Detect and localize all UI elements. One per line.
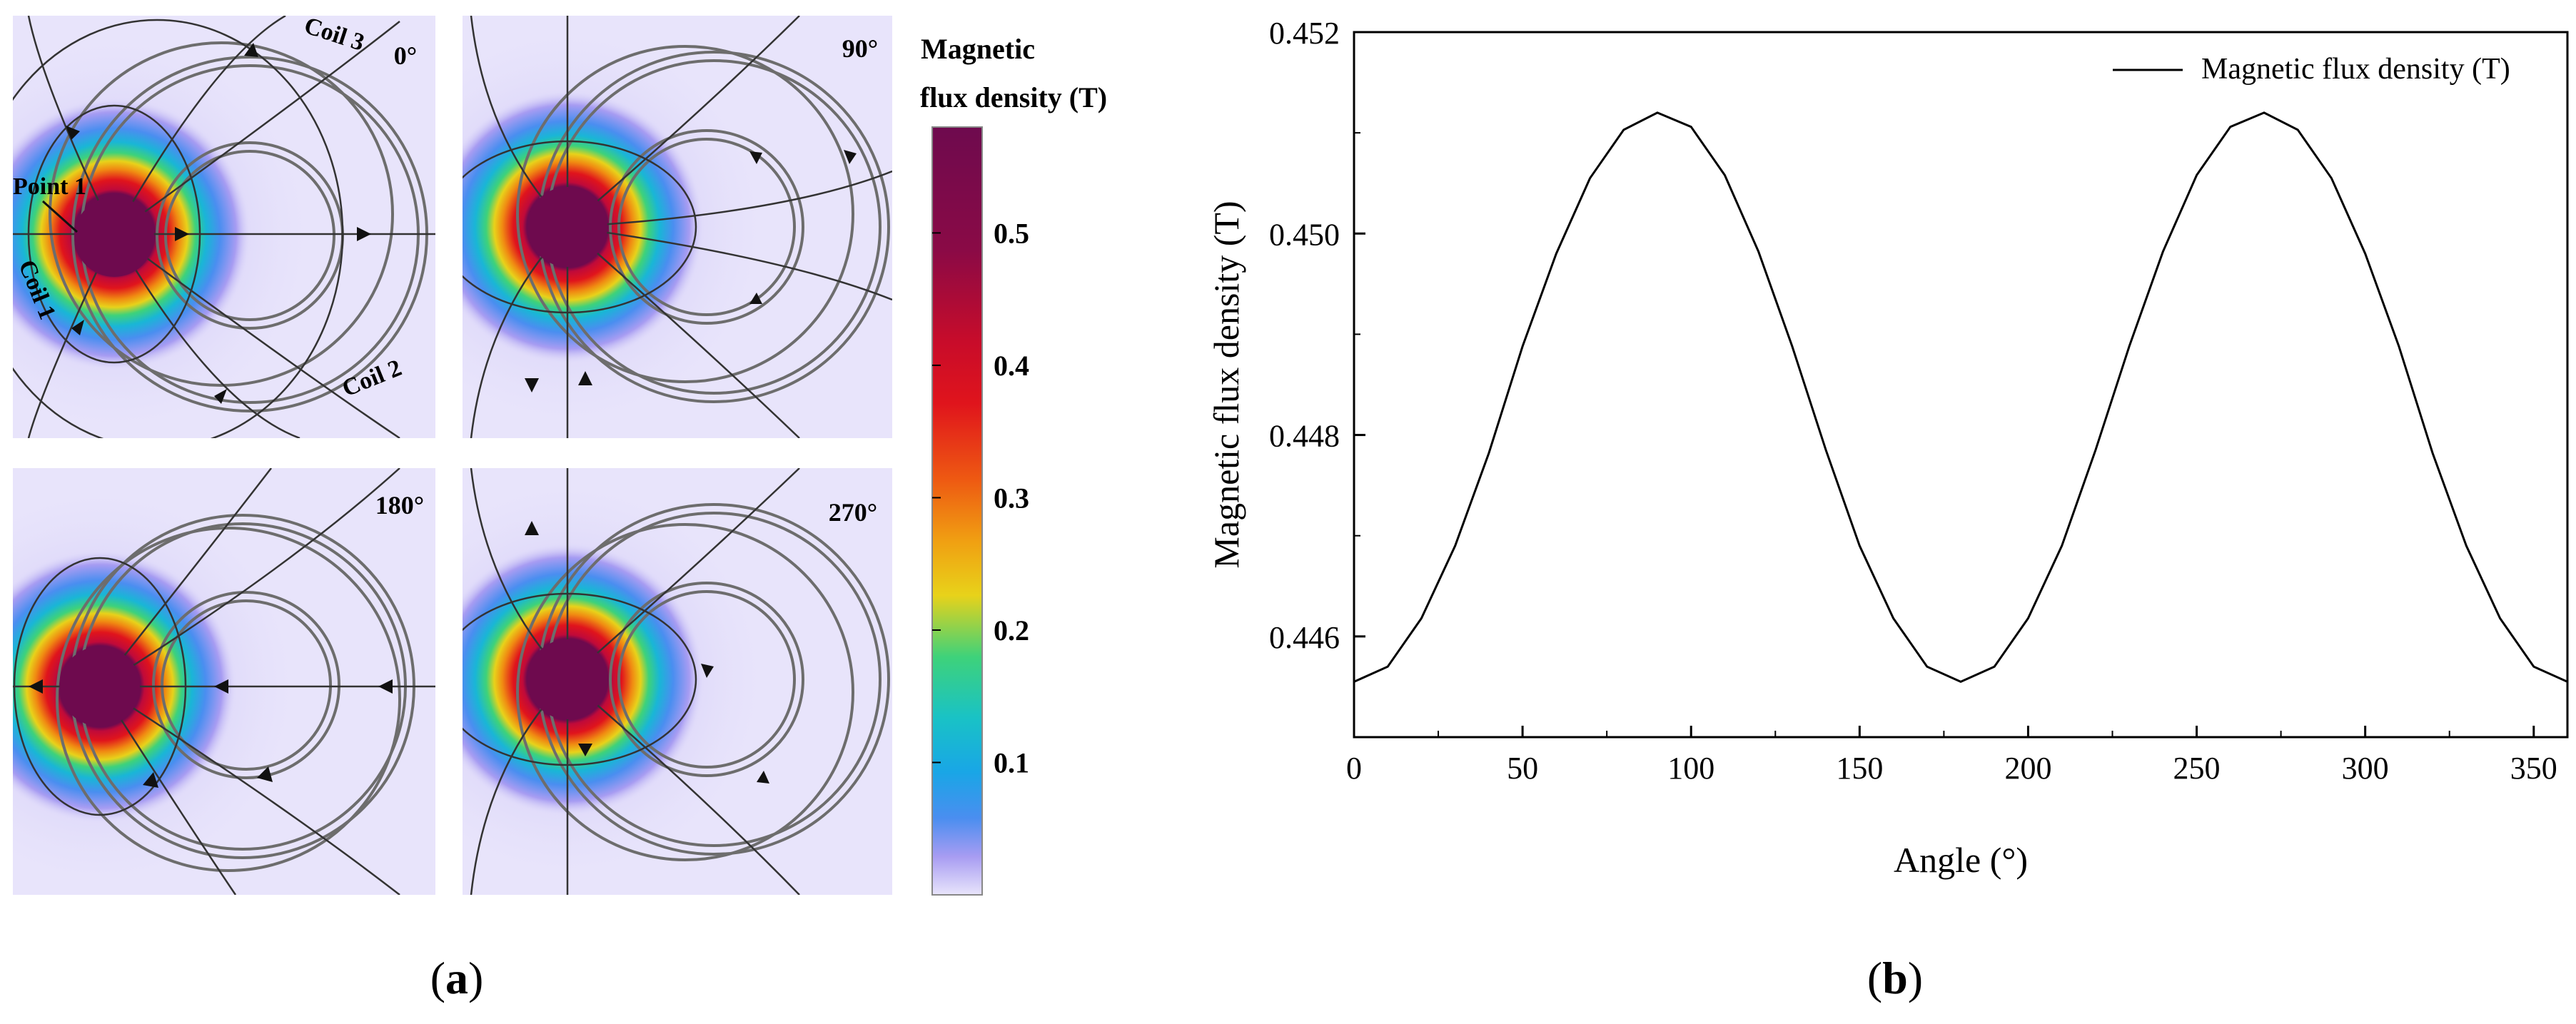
panel-b: 0 50 100 150 200 250 300 350 0.4460.4480.4500.4… bbox=[1206, 16, 2569, 1003]
colorbar-title-line2: flux density (T) bbox=[920, 81, 1107, 113]
x-axis: 0 50 100 150 200 250 300 350 bbox=[1346, 726, 2557, 786]
x-tick-label: 0 bbox=[1346, 751, 1362, 786]
x-tick-label: 250 bbox=[2173, 751, 2221, 786]
view-angle-label: 180° bbox=[375, 491, 424, 519]
colorbar: Magnetic flux density (T) 0.50.40.30.20.… bbox=[920, 33, 1107, 896]
view-angle-label: 90° bbox=[842, 34, 878, 63]
x-tick-label: 50 bbox=[1507, 751, 1538, 786]
y-tick-label: 0.448 bbox=[1269, 419, 1340, 454]
colorbar-tick-label: 0.5 bbox=[994, 217, 1029, 249]
x-tick-label: 100 bbox=[1667, 751, 1714, 786]
x-tick-label: 350 bbox=[2510, 751, 2557, 786]
colorbar-tick-label: 0.4 bbox=[994, 350, 1029, 382]
legend-entry: Magnetic flux density (T) bbox=[2201, 53, 2510, 86]
panel-b-label: (b) bbox=[1867, 953, 1923, 1003]
colorbar-title-line1: Magnetic bbox=[921, 33, 1035, 65]
y-tick-label: 0.450 bbox=[1269, 217, 1340, 252]
y-axis-title: Magnetic flux density (T) bbox=[1206, 201, 1246, 568]
field-view-270deg: 270° bbox=[463, 468, 892, 895]
x-tick-label: 300 bbox=[2342, 751, 2389, 786]
y-tick-label: 0.446 bbox=[1269, 620, 1340, 655]
line-chart: 0 50 100 150 200 250 300 350 0.4460.4480.4500.4… bbox=[1206, 16, 2569, 880]
colorbar-gradient bbox=[931, 126, 983, 896]
point-1-label: Point 1 bbox=[13, 173, 86, 200]
field-view-90deg: 90° bbox=[463, 16, 892, 438]
field-arrows bbox=[66, 43, 371, 404]
magnet-core bbox=[74, 197, 154, 277]
view-angle-label: 0° bbox=[394, 41, 417, 70]
series-line-magnetic-flux-density bbox=[1354, 111, 2567, 684]
x-tick-label: 200 bbox=[2004, 751, 2051, 786]
legend: Magnetic flux density (T) bbox=[2113, 53, 2510, 86]
point-1-pointer bbox=[41, 200, 79, 233]
plot-frame bbox=[1353, 31, 2569, 739]
view-angle-label: 270° bbox=[829, 498, 877, 527]
field-view-0deg: 0° Coil 3 Coil 2 Coil 1 Point 1 bbox=[13, 12, 435, 438]
y-axis: 0.446 0.448 0.450 0.452 bbox=[1269, 16, 1365, 738]
colorbar-tick-label: 0.3 bbox=[994, 482, 1029, 514]
y-tick-label: 0.452 bbox=[1269, 16, 1340, 51]
colorbar-tick-label: 0.2 bbox=[994, 614, 1029, 647]
panel-a-label: (a) bbox=[430, 953, 484, 1003]
panel-a: 0° Coil 3 Coil 2 Coil 1 Point 1 bbox=[13, 12, 1107, 1003]
field-view-180deg: 180° bbox=[13, 468, 435, 895]
x-axis-title: Angle (°) bbox=[1894, 840, 2028, 880]
colorbar-ticks: 0.5 0.4 0.3 0.2 0.1 bbox=[932, 217, 1029, 779]
x-tick-label: 150 bbox=[1836, 751, 1883, 786]
colorbar-tick-label: 0.1 bbox=[994, 746, 1029, 779]
